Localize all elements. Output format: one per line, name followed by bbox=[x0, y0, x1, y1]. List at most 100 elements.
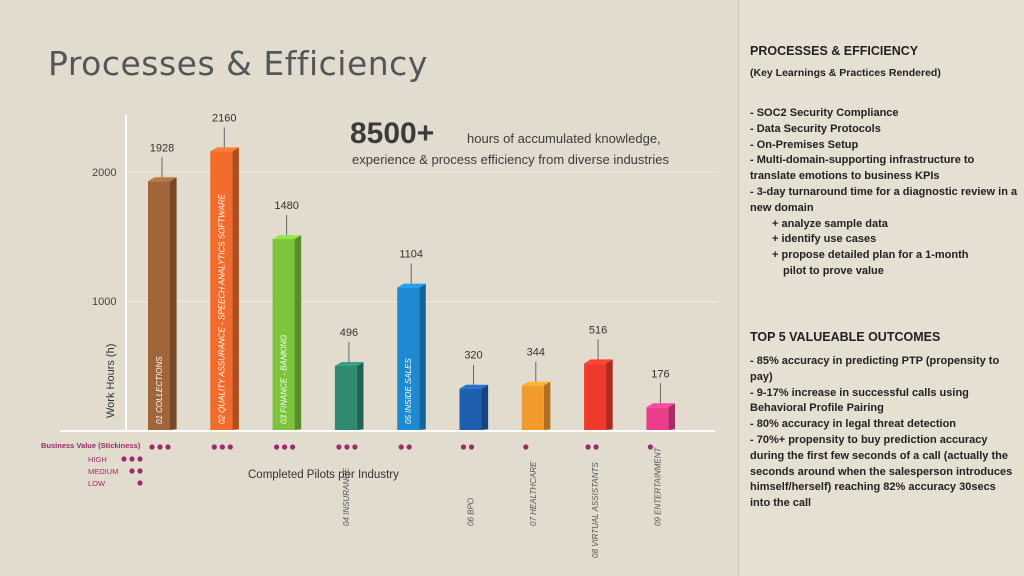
bar-top bbox=[210, 147, 239, 152]
bar-side bbox=[356, 362, 364, 430]
value-label: 344 bbox=[527, 347, 545, 359]
category-label: 07 HEALTHCARE bbox=[529, 461, 538, 526]
stickiness-dot bbox=[149, 444, 155, 450]
stickiness-dot bbox=[336, 444, 342, 450]
legend-dot bbox=[137, 456, 143, 462]
stickiness-dot bbox=[647, 444, 654, 450]
processes-list-item: - On-Premises Setup bbox=[750, 138, 859, 151]
outcomes-list-item: - 85% accuracy in predicting PTP (propen… bbox=[750, 355, 1000, 383]
bar bbox=[397, 287, 420, 430]
bar-top bbox=[148, 177, 177, 182]
processes-list-item: + propose detailed plan for a 1-month bbox=[772, 249, 969, 262]
bar-top bbox=[334, 362, 364, 367]
outcomes-list-item: - 80% accuracy in legal threat detection bbox=[750, 418, 957, 431]
legend-label-high: HIGH bbox=[88, 455, 107, 464]
headline-caption-line2: experience & process efficiency from div… bbox=[352, 152, 669, 167]
stickiness-dot bbox=[274, 444, 280, 450]
headline-caption-line1: hours of accumulated knowledge, bbox=[467, 131, 661, 146]
value-label: 1104 bbox=[399, 249, 423, 261]
bar-top bbox=[521, 381, 551, 386]
stickiness-dot bbox=[406, 444, 412, 450]
processes-heading: PROCESSES & EFFICIENCY bbox=[750, 44, 919, 58]
value-label: 496 bbox=[340, 327, 358, 339]
y-tick-label: 2000 bbox=[92, 167, 116, 179]
bar-side bbox=[419, 283, 426, 430]
processes-list-item: - Multi-domain-supporting infrastructure… bbox=[750, 154, 975, 183]
legend-label-medium: MEDIUM bbox=[88, 467, 119, 476]
stickiness-dot bbox=[157, 444, 163, 450]
bar-top bbox=[459, 384, 489, 389]
legend-dot bbox=[121, 456, 127, 462]
bar-side bbox=[668, 403, 675, 430]
bar-side bbox=[294, 235, 302, 430]
bar-side bbox=[606, 359, 613, 430]
category-label: 09 ENTERTAINMENT bbox=[653, 447, 662, 526]
legend-dot bbox=[137, 468, 143, 474]
processes-list-item: + analyze sample data bbox=[772, 217, 888, 230]
category-label: 01 COLLECTIONS bbox=[155, 356, 164, 424]
bar-chart: 1000 2000 Work Hours (h) 1928 01 COLLECTIONS… bbox=[60, 112, 715, 558]
category-label: 02 QUALITY ASSURANCE - SPEECH ANALYTICS … bbox=[217, 193, 226, 424]
stickiness-dot bbox=[165, 444, 171, 450]
bar-top bbox=[272, 235, 302, 240]
page-title: Processes & Efficiency bbox=[48, 44, 428, 83]
bar-side bbox=[543, 381, 551, 430]
bar-side bbox=[170, 177, 177, 430]
bar-side bbox=[481, 384, 489, 430]
value-label: 176 bbox=[651, 368, 669, 380]
outcomes-list-item: - 70%+ propensity to buy prediction accu… bbox=[750, 433, 1013, 510]
outcomes-list-item: - 9-17% increase in successful calls usi… bbox=[750, 386, 969, 415]
processes-list: - SOC2 Security Compliance - Data Securit… bbox=[750, 106, 1018, 280]
category-label: 04 INSURANCE bbox=[342, 467, 351, 526]
outcomes-heading: TOP 5 VALUEABLE OUTCOMES bbox=[750, 330, 941, 344]
bar bbox=[459, 388, 482, 430]
bar bbox=[210, 151, 233, 431]
category-label: 03 FINANCE - BANKING bbox=[280, 335, 289, 424]
x-axis-label: Completed Pilots per Industry bbox=[248, 469, 399, 481]
processes-list-item: pilot to prove value bbox=[783, 264, 884, 277]
outcomes-list: - 85% accuracy in predicting PTP (propen… bbox=[750, 354, 1018, 512]
stickiness-dot bbox=[290, 444, 296, 450]
legend-dot bbox=[137, 480, 143, 486]
value-label: 2160 bbox=[212, 112, 236, 124]
stickiness-dot bbox=[593, 444, 599, 450]
value-label: 1928 bbox=[150, 142, 174, 154]
right-panel bbox=[738, 0, 1024, 576]
y-axis-label: Work Hours (h) bbox=[105, 344, 117, 418]
category-label: 06 BPO bbox=[467, 498, 476, 526]
bar-side bbox=[232, 147, 239, 431]
bar bbox=[148, 181, 170, 430]
stickiness-dot bbox=[460, 444, 467, 450]
y-tick-label: 1000 bbox=[92, 296, 116, 308]
legend-dot bbox=[129, 456, 135, 462]
category-label: 08 VIRTUAL ASSISTANTS bbox=[591, 462, 600, 558]
headline-number: 8500+ bbox=[350, 117, 435, 150]
bar bbox=[272, 239, 295, 430]
bar-top bbox=[646, 403, 675, 408]
stickiness-dot bbox=[585, 444, 591, 450]
category-label: 05 INSIDE SALES bbox=[404, 358, 413, 424]
stickiness-dot bbox=[352, 444, 358, 450]
bar-top bbox=[584, 359, 613, 364]
legend-label-low: LOW bbox=[88, 479, 106, 488]
stickiness-dot bbox=[398, 444, 404, 450]
legend-title: Business Value (Stickiness) bbox=[41, 441, 141, 450]
bar bbox=[584, 363, 607, 430]
processes-list-item: - SOC2 Security Compliance bbox=[750, 107, 899, 119]
stickiness-dot bbox=[219, 444, 225, 450]
processes-subheading: (Key Learnings & Practices Rendered) bbox=[750, 67, 941, 79]
processes-list-item: - Data Security Protocols bbox=[750, 122, 881, 135]
bar-top bbox=[397, 283, 426, 288]
stickiness-dot bbox=[211, 444, 217, 450]
bar bbox=[334, 366, 357, 430]
stickiness-dot bbox=[468, 444, 475, 450]
value-label: 516 bbox=[589, 324, 607, 336]
bar bbox=[521, 385, 544, 430]
stickiness-dot bbox=[523, 444, 529, 450]
stickiness-dot bbox=[227, 444, 233, 450]
value-label: 1480 bbox=[274, 200, 298, 212]
processes-list-item: - 3-day turnaround time for a diagnostic… bbox=[750, 185, 1018, 214]
chart-panel: Processes & Efficiency 8500+ hours of ac… bbox=[41, 44, 715, 558]
bar bbox=[646, 407, 669, 430]
